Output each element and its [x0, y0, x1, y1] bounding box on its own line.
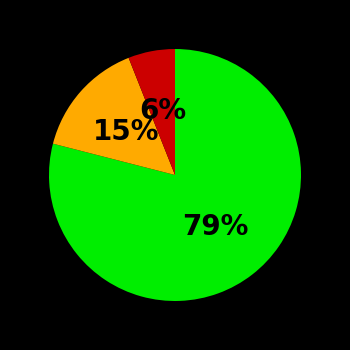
Wedge shape: [49, 49, 301, 301]
Text: 79%: 79%: [182, 213, 248, 241]
Wedge shape: [53, 58, 175, 175]
Text: 15%: 15%: [93, 118, 159, 146]
Text: 6%: 6%: [139, 97, 186, 125]
Wedge shape: [128, 49, 175, 175]
